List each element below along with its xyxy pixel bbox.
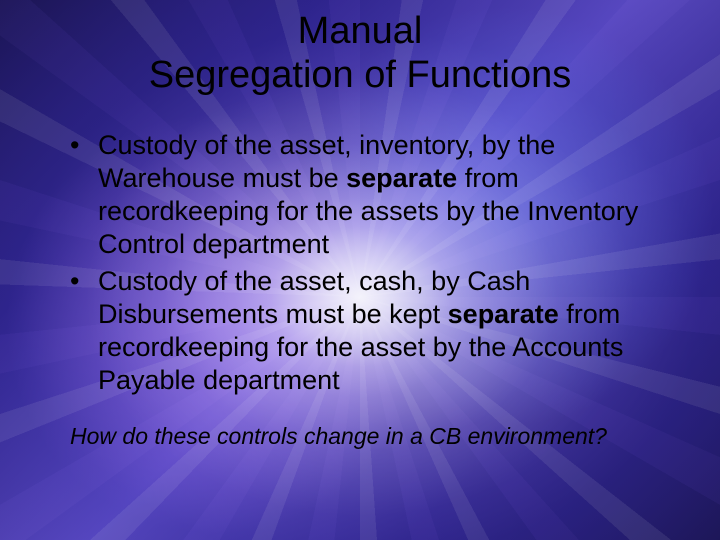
bullet-text-bold: separate bbox=[346, 163, 457, 193]
slide-content: Manual Segregation of Functions Custody … bbox=[50, 10, 670, 450]
slide: Manual Segregation of Functions Custody … bbox=[0, 0, 720, 540]
slide-title: Manual Segregation of Functions bbox=[50, 10, 670, 97]
bullet-item: Custody of the asset, cash, by Cash Disb… bbox=[70, 265, 670, 397]
footer-question: How do these controls change in a CB env… bbox=[50, 423, 670, 450]
title-line-1: Manual bbox=[298, 10, 423, 52]
title-line-2: Segregation of Functions bbox=[149, 54, 572, 96]
bullet-text-bold: separate bbox=[448, 299, 559, 329]
bullet-list: Custody of the asset, inventory, by the … bbox=[50, 129, 670, 397]
bullet-item: Custody of the asset, inventory, by the … bbox=[70, 129, 670, 261]
